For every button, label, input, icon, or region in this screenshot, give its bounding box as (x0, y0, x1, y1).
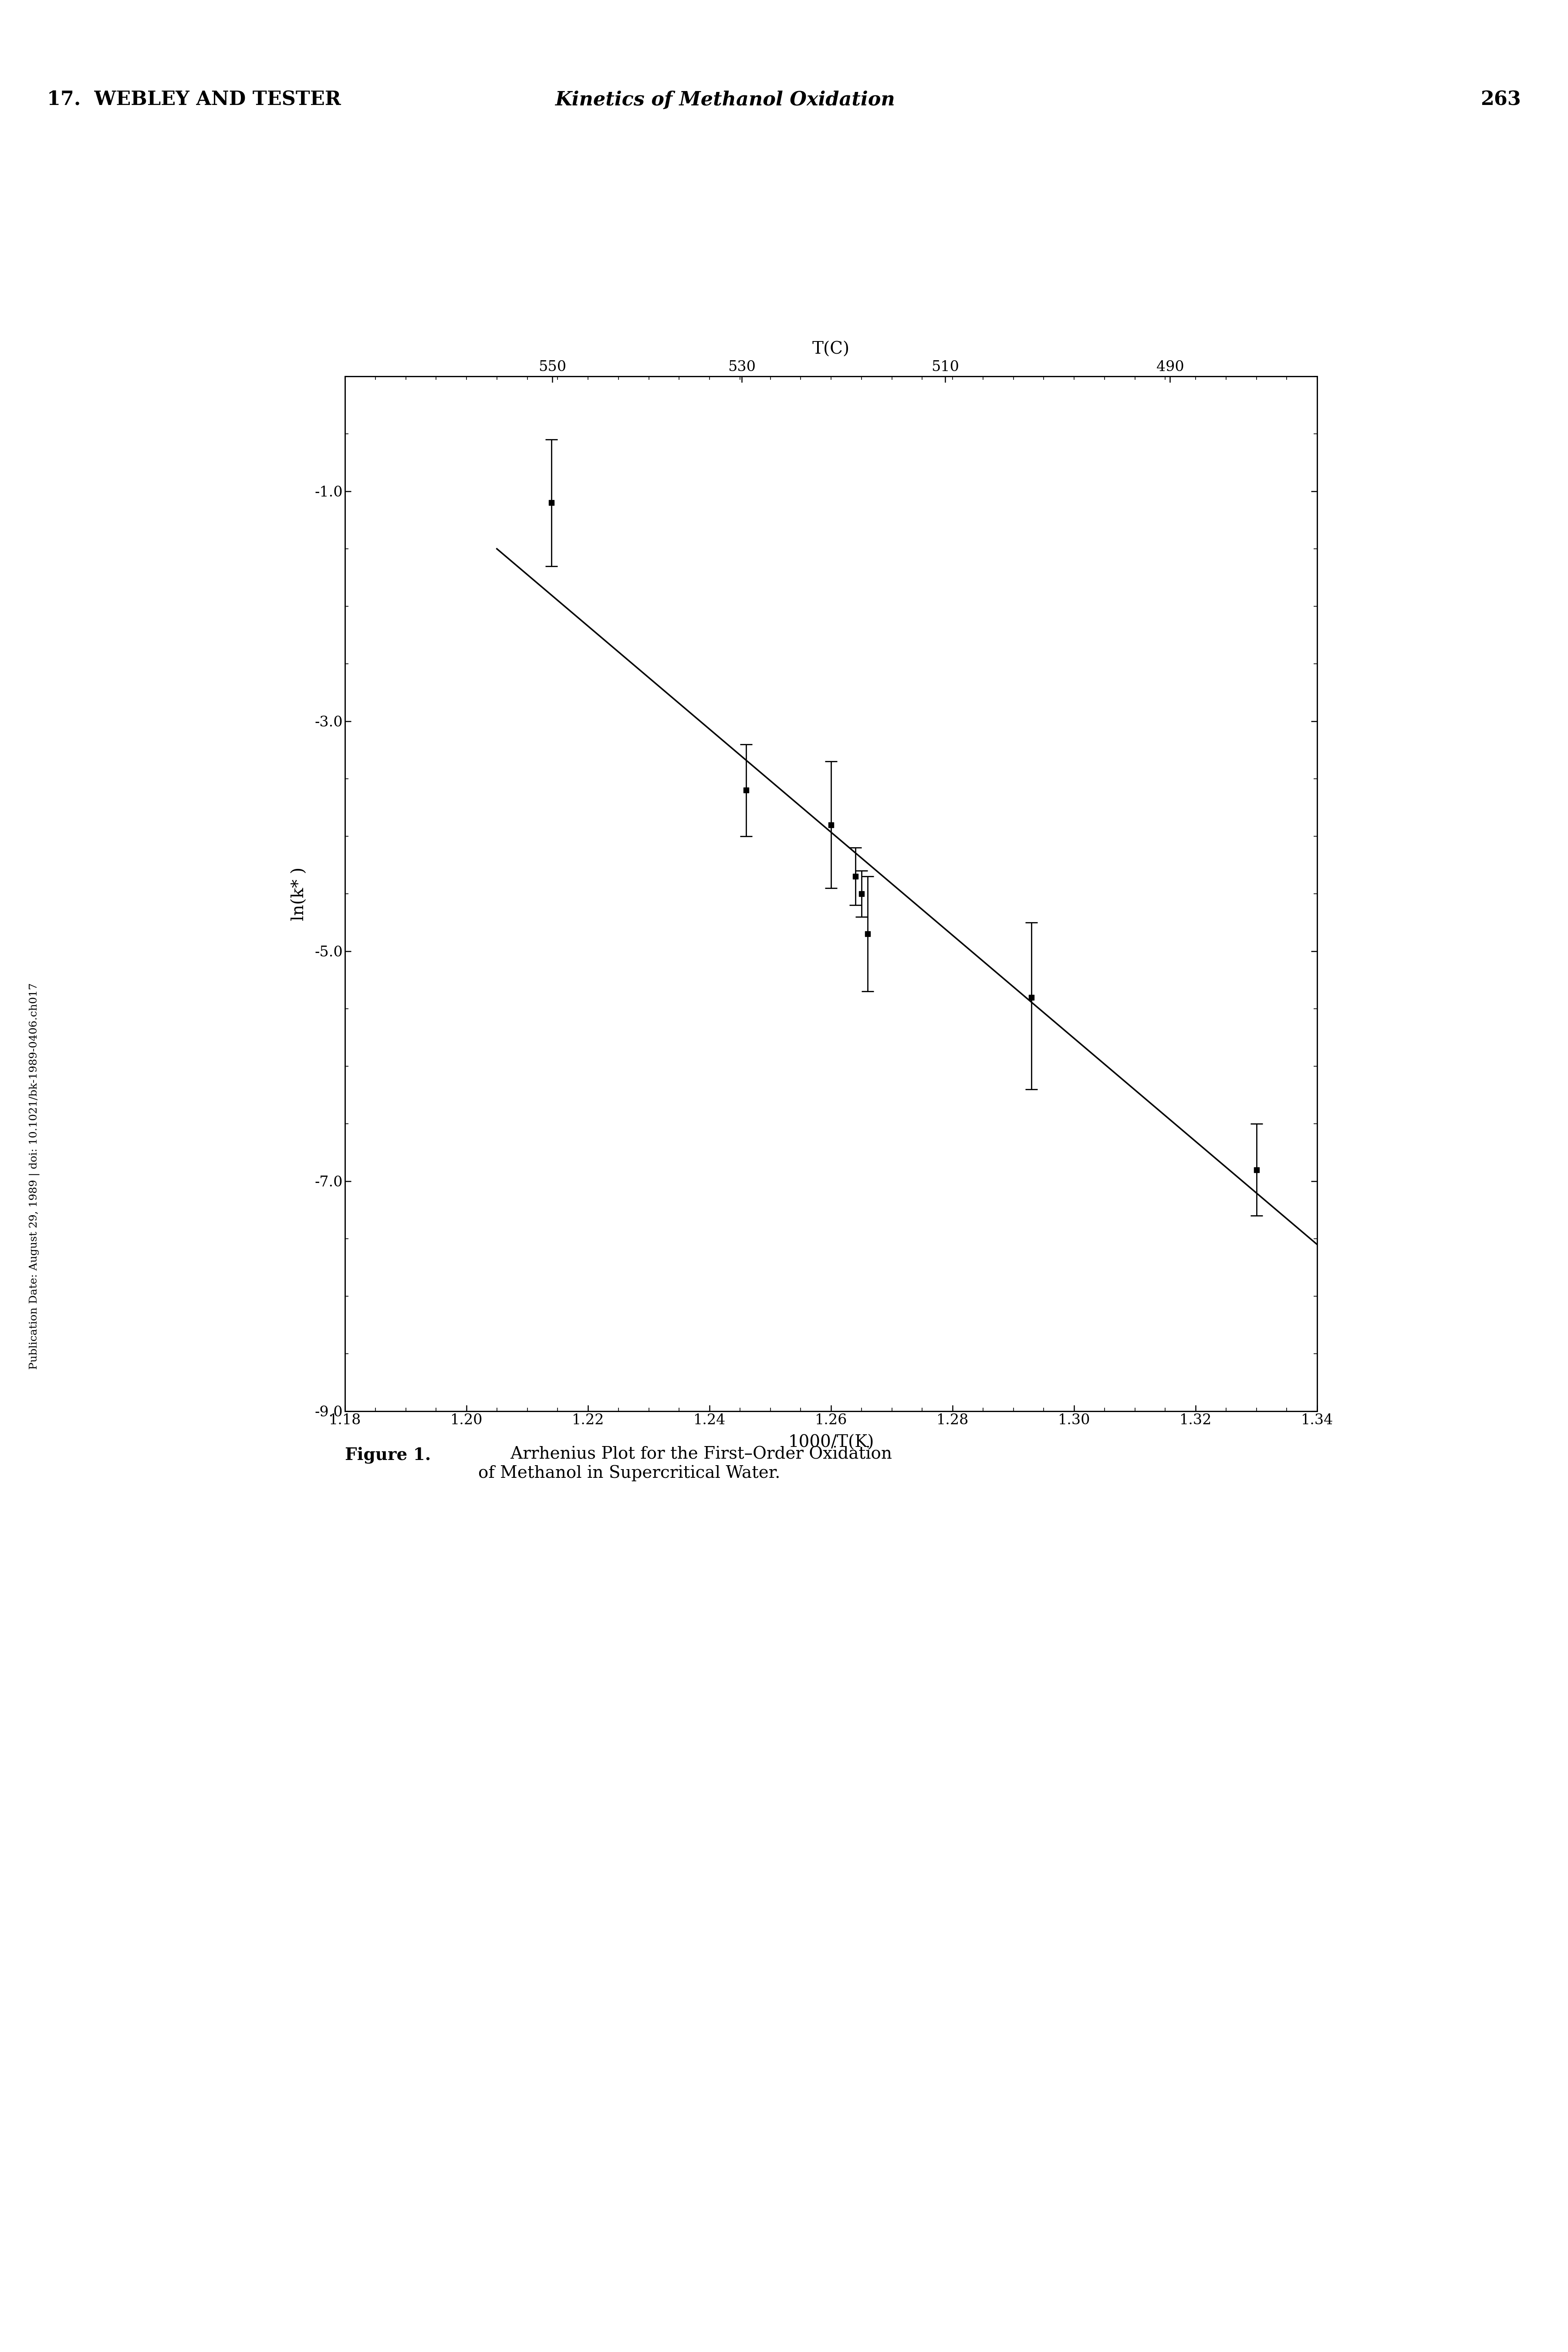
X-axis label: T(C): T(C) (812, 341, 850, 358)
Text: 17.  WEBLEY AND TESTER: 17. WEBLEY AND TESTER (47, 92, 340, 108)
Y-axis label: ln(k* ): ln(k* ) (292, 868, 307, 920)
Text: Figure 1.: Figure 1. (345, 1446, 431, 1463)
Text: Publication Date: August 29, 1989 | doi: 10.1021/bk-1989-0406.ch017: Publication Date: August 29, 1989 | doi:… (30, 983, 39, 1369)
Text: Kinetics of Methanol Oxidation: Kinetics of Methanol Oxidation (555, 92, 895, 108)
X-axis label: 1000/T(K): 1000/T(K) (789, 1435, 873, 1451)
Text: 263: 263 (1480, 92, 1521, 108)
Text: Arrhenius Plot for the First–Order Oxidation
of Methanol in Supercritical Water.: Arrhenius Plot for the First–Order Oxida… (478, 1446, 892, 1482)
